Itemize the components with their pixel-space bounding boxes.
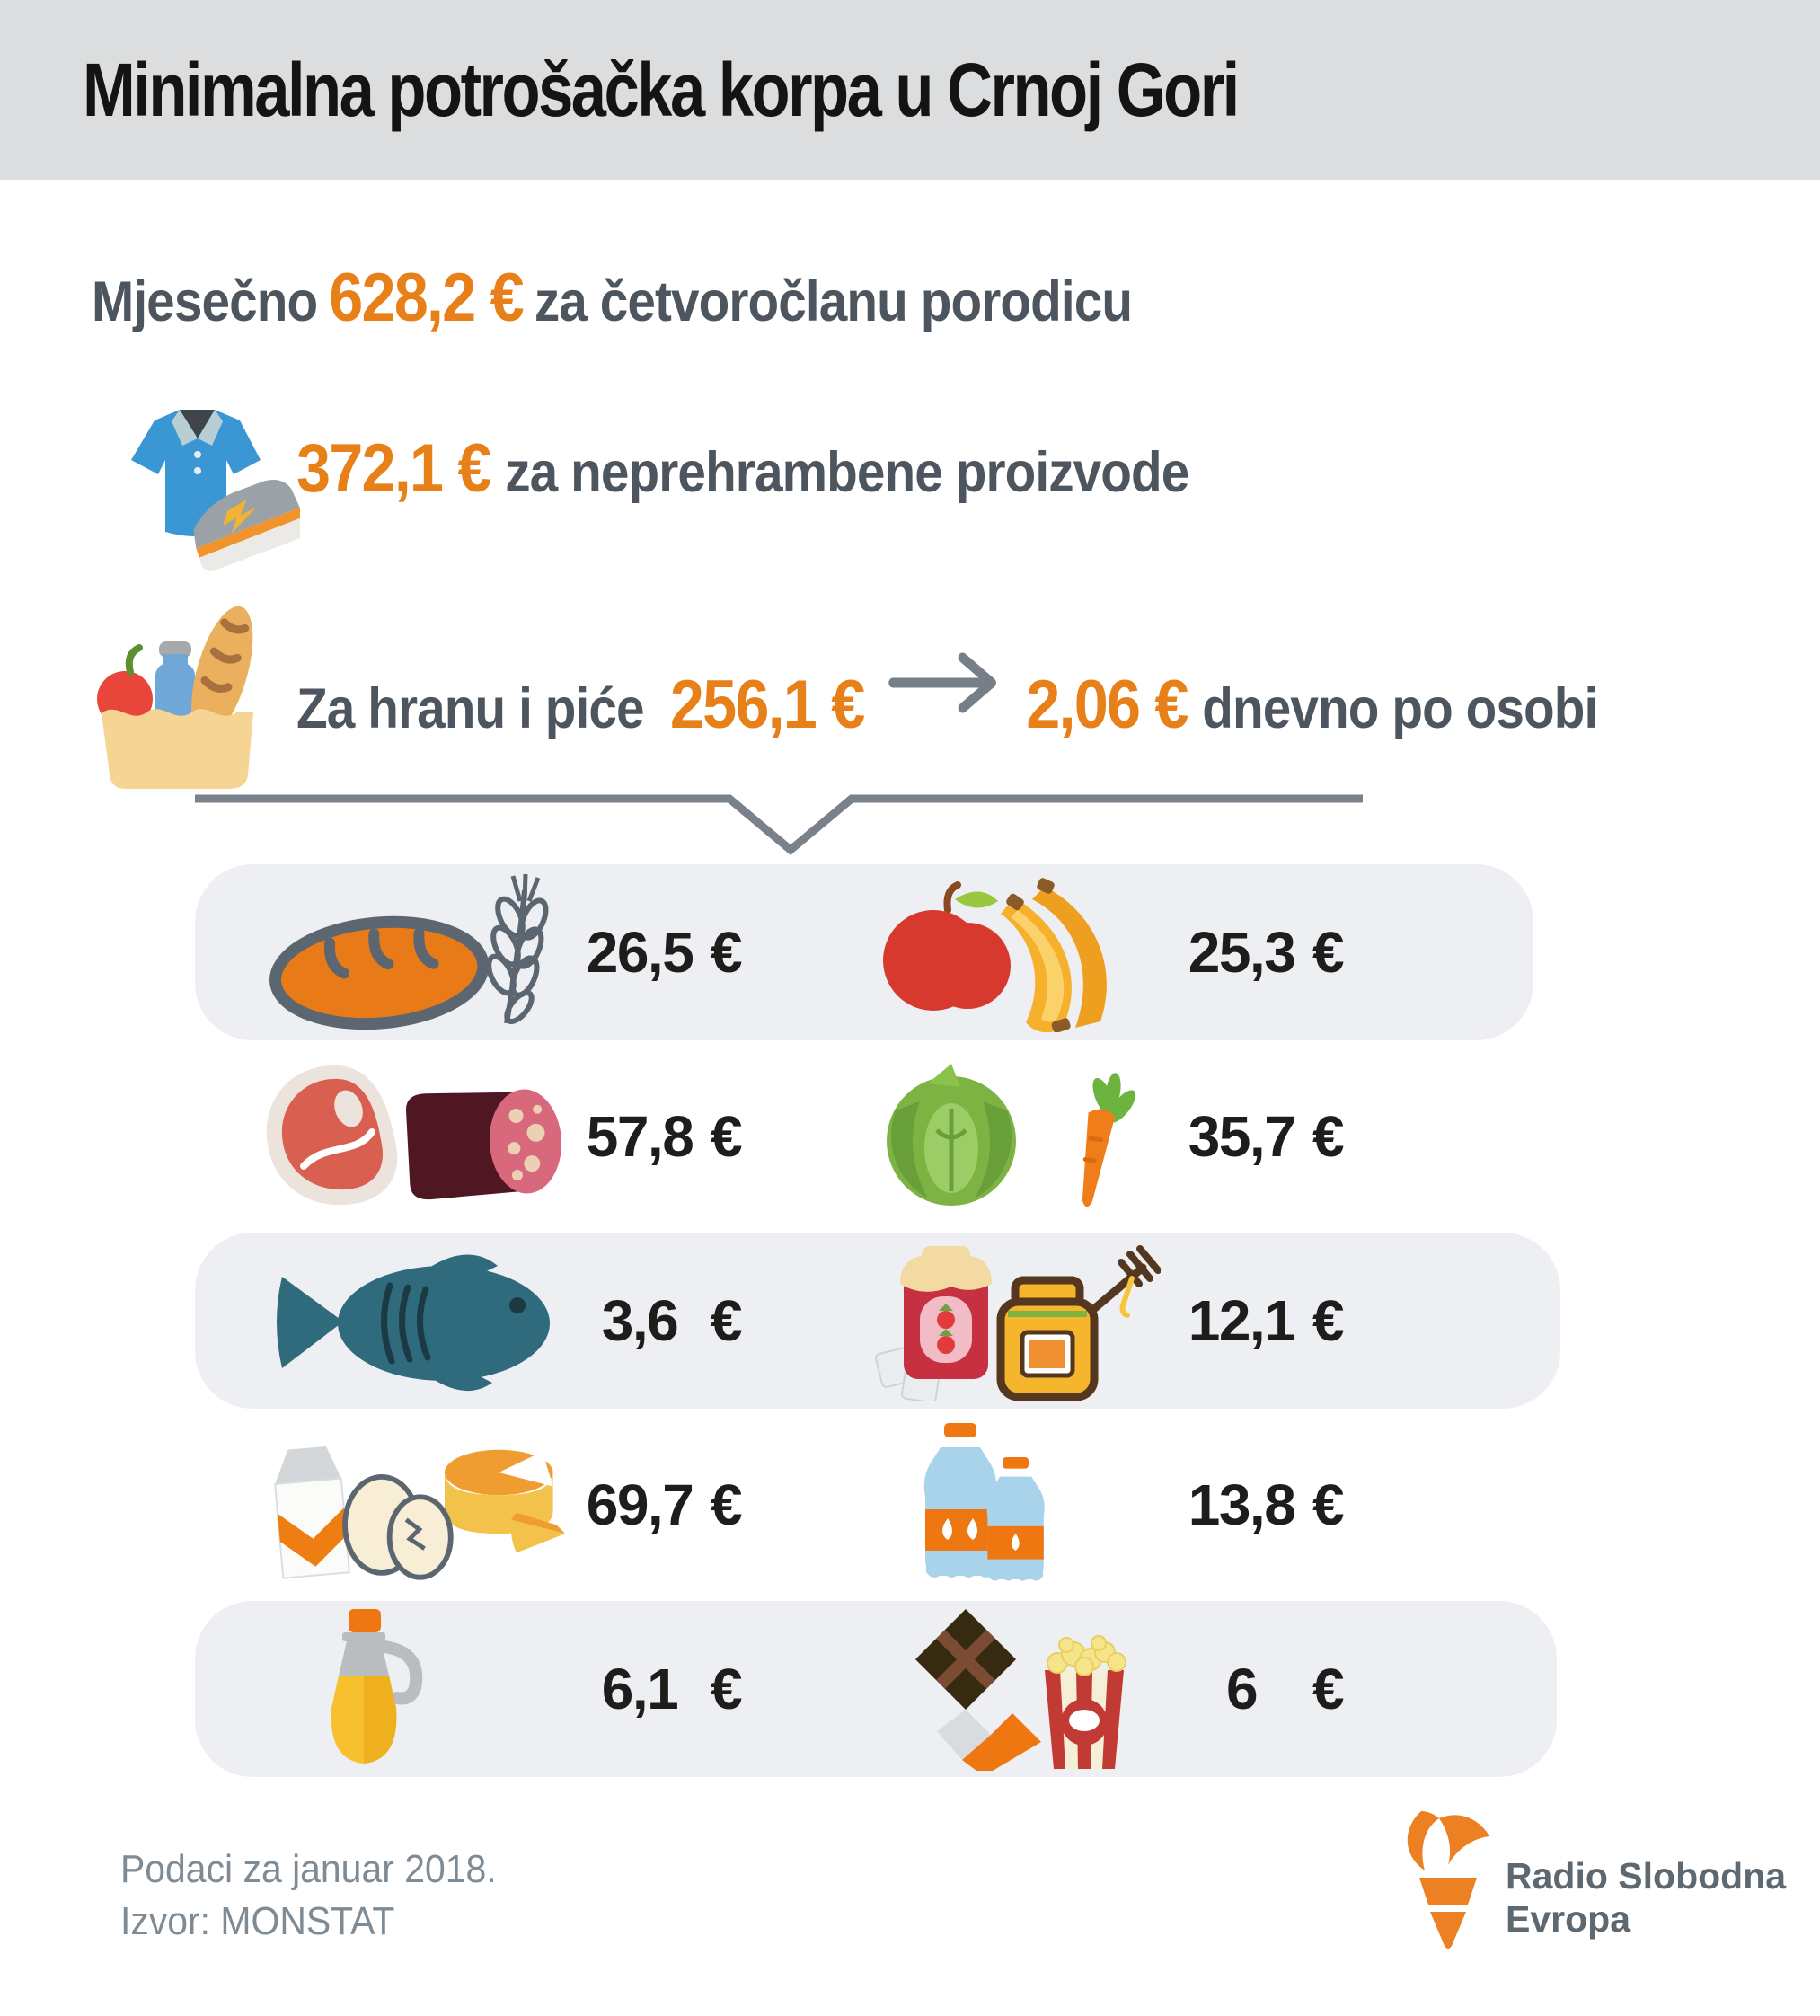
nonfood-label: za neprehrambene proizvode xyxy=(505,441,1189,504)
food-item-row: 57,8 € 35,7 € xyxy=(195,1048,1533,1225)
item-price: 69,7 € xyxy=(586,1472,743,1537)
bread-and-wheat-icon xyxy=(269,873,549,1030)
food-label: Za hranu i piće xyxy=(296,677,645,740)
clothing-and-sneaker-icon xyxy=(131,410,300,571)
milk-eggs-cheese-icon xyxy=(274,1446,566,1580)
food-line: Za hranu i piće 256,1 € 2,06 € dnevno po… xyxy=(296,650,1598,744)
summary-prefix: Mjesečno xyxy=(92,270,318,333)
nonfood-amount: 372,1 € xyxy=(296,430,491,507)
grocery-bag-icon xyxy=(97,606,253,789)
source-note: Podaci za januar 2018. Izvor: MONSTAT xyxy=(120,1844,497,1948)
food-item-row: 26,5 € 25,3 € xyxy=(195,864,1533,1040)
item-price: 25,3 € xyxy=(1188,920,1345,985)
summary-suffix: za četvoročlanu porodicu xyxy=(534,270,1133,333)
food-item-row: 3,6 € 12,1 € xyxy=(195,1233,1560,1409)
logo-text-line1: Radio Slobodna xyxy=(1506,1855,1787,1897)
monthly-summary-line: Mjesečno 628,2 € za četvoročlanu porodic… xyxy=(92,259,1133,337)
chocolate-and-popcorn-icon xyxy=(915,1609,1126,1771)
cabbage-and-carrot-icon xyxy=(887,1064,1136,1207)
source-note-line1: Podaci za januar 2018. xyxy=(120,1847,497,1891)
item-price: 35,7 € xyxy=(1188,1104,1345,1169)
source-note-line2: Izvor: MONSTAT xyxy=(120,1899,395,1943)
water-bottles-icon xyxy=(923,1423,1045,1581)
item-price: 13,8 € xyxy=(1188,1472,1345,1537)
meat-and-sausage-icon xyxy=(266,1065,562,1206)
fish-icon xyxy=(277,1254,550,1392)
logo-text-line2: Evropa xyxy=(1506,1898,1630,1940)
food-daily-label: dnevno po osobi xyxy=(1202,677,1598,740)
logo-text: Radio Slobodna Evropa xyxy=(1506,1854,1786,1941)
item-price: 3,6 € xyxy=(601,1288,743,1353)
header-bar: Minimalna potrošačka korpa u Crnoj Gori xyxy=(0,0,1820,180)
nonfood-line: 372,1 € za neprehrambene proizvode xyxy=(296,429,1189,508)
food-item-row: 69,7 € xyxy=(195,1417,1533,1593)
food-item-row: 6,1 € xyxy=(195,1601,1557,1777)
cooking-oil-icon xyxy=(331,1609,423,1764)
torch-icon xyxy=(1407,1811,1489,1949)
item-price: 6,1 € xyxy=(601,1657,743,1721)
page-title: Minimalna potrošačka korpa u Crnoj Gori xyxy=(83,47,1240,132)
item-price: 26,5 € xyxy=(586,920,743,985)
right-arrow-icon xyxy=(888,652,997,713)
item-price: 6 € xyxy=(1225,1657,1345,1721)
food-daily-amount: 2,06 € xyxy=(1026,667,1188,743)
apple-and-bananas-icon xyxy=(883,878,1107,1032)
jam-and-honey-icon xyxy=(875,1245,1161,1401)
divider-notch-line xyxy=(195,794,1363,855)
summary-amount: 628,2 € xyxy=(329,260,524,336)
item-price: 12,1 € xyxy=(1188,1288,1345,1353)
item-price: 57,8 € xyxy=(586,1104,743,1169)
food-amount: 256,1 € xyxy=(669,667,865,743)
